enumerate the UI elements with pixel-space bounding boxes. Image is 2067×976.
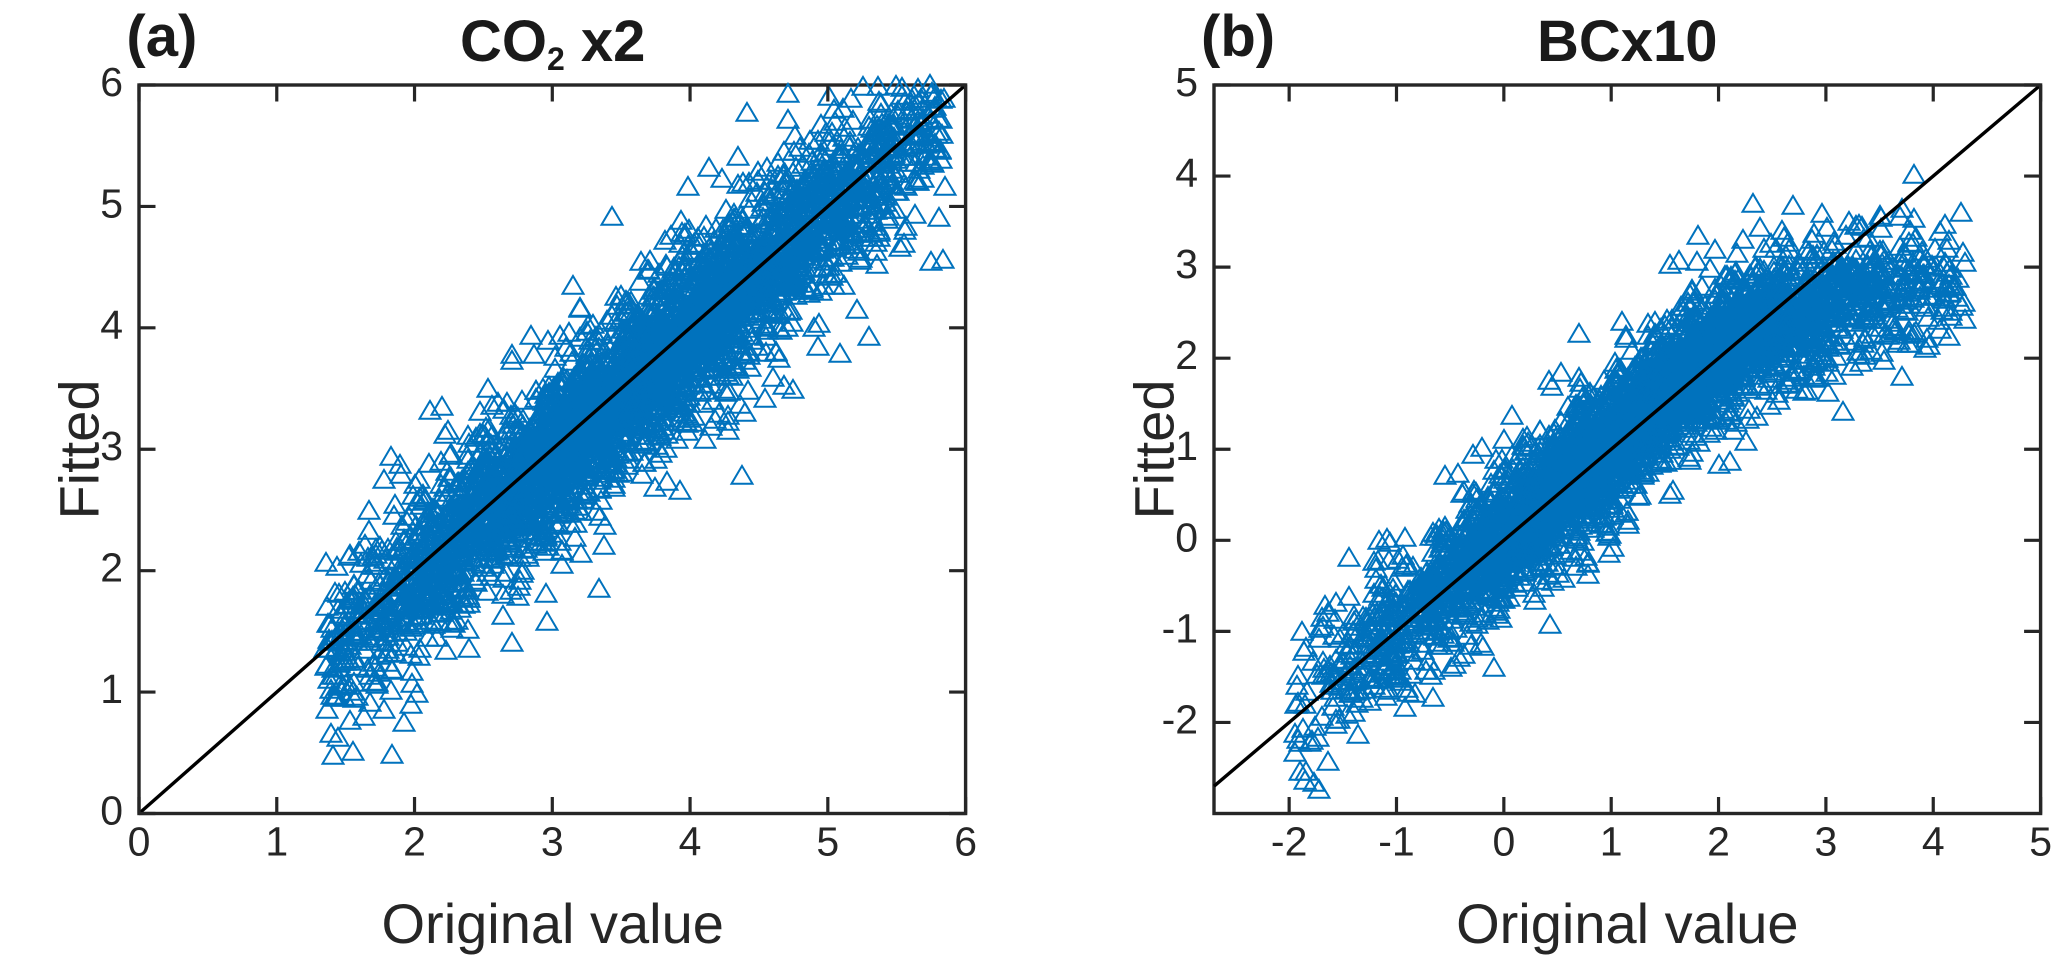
svg-text:1: 1 — [266, 818, 289, 864]
svg-text:5: 5 — [817, 818, 840, 864]
svg-text:1: 1 — [1600, 818, 1623, 864]
svg-text:-2: -2 — [1271, 818, 1307, 864]
svg-text:4: 4 — [679, 818, 702, 864]
svg-text:6: 6 — [955, 818, 978, 864]
svg-text:4: 4 — [1922, 818, 1945, 864]
svg-text:-1: -1 — [1378, 818, 1414, 864]
svg-text:3: 3 — [541, 818, 564, 864]
svg-text:0: 0 — [128, 818, 151, 864]
svg-text:0: 0 — [1492, 818, 1515, 864]
svg-text:2: 2 — [1707, 818, 1730, 864]
svg-text:2: 2 — [404, 818, 427, 864]
svg-text:5: 5 — [2029, 818, 2052, 864]
svg-text:3: 3 — [1814, 818, 1837, 864]
